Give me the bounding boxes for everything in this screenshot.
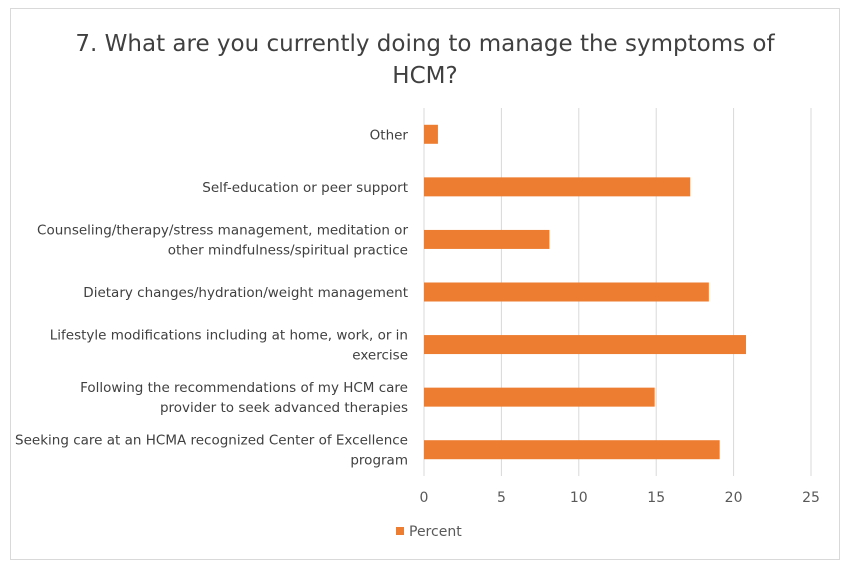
x-tick-label: 20 [725, 490, 743, 506]
legend-swatch [396, 527, 404, 535]
bars [424, 124, 746, 460]
chart-title: 7. What are you currently doing to manag… [0, 28, 850, 92]
x-tick-label: 5 [497, 490, 506, 506]
bar [424, 282, 709, 302]
category-label: Lifestyle modifications including at hom… [50, 328, 408, 364]
x-tick-label: 10 [570, 490, 588, 506]
bar [424, 387, 655, 407]
chart-title-line: 7. What are you currently doing to manag… [75, 31, 775, 57]
bar [424, 440, 720, 460]
x-tick-label: 0 [420, 490, 429, 506]
x-tick-labels: 0 5 10 15 20 25 [420, 490, 820, 506]
x-tick-label: 25 [802, 490, 820, 506]
bar [424, 229, 550, 249]
category-label: Seeking care at an HCMA recognized Cente… [15, 433, 408, 469]
category-label: Other [370, 127, 409, 143]
category-label: Self-education or peer support [202, 180, 408, 196]
bar [424, 177, 691, 197]
category-labels: Other Self-education or peer support Couns… [15, 127, 408, 468]
category-label: Following the recommendations of my HCM … [80, 380, 408, 416]
legend: Percent [396, 524, 462, 540]
category-label: Counseling/therapy/stress management, me… [37, 222, 408, 258]
x-tick-label: 15 [647, 490, 665, 506]
bar [424, 124, 438, 144]
category-label: Dietary changes/hydration/weight managem… [83, 285, 408, 301]
chart-title-line: HCM? [392, 63, 458, 89]
legend-label: Percent [409, 524, 462, 540]
bar [424, 335, 746, 355]
